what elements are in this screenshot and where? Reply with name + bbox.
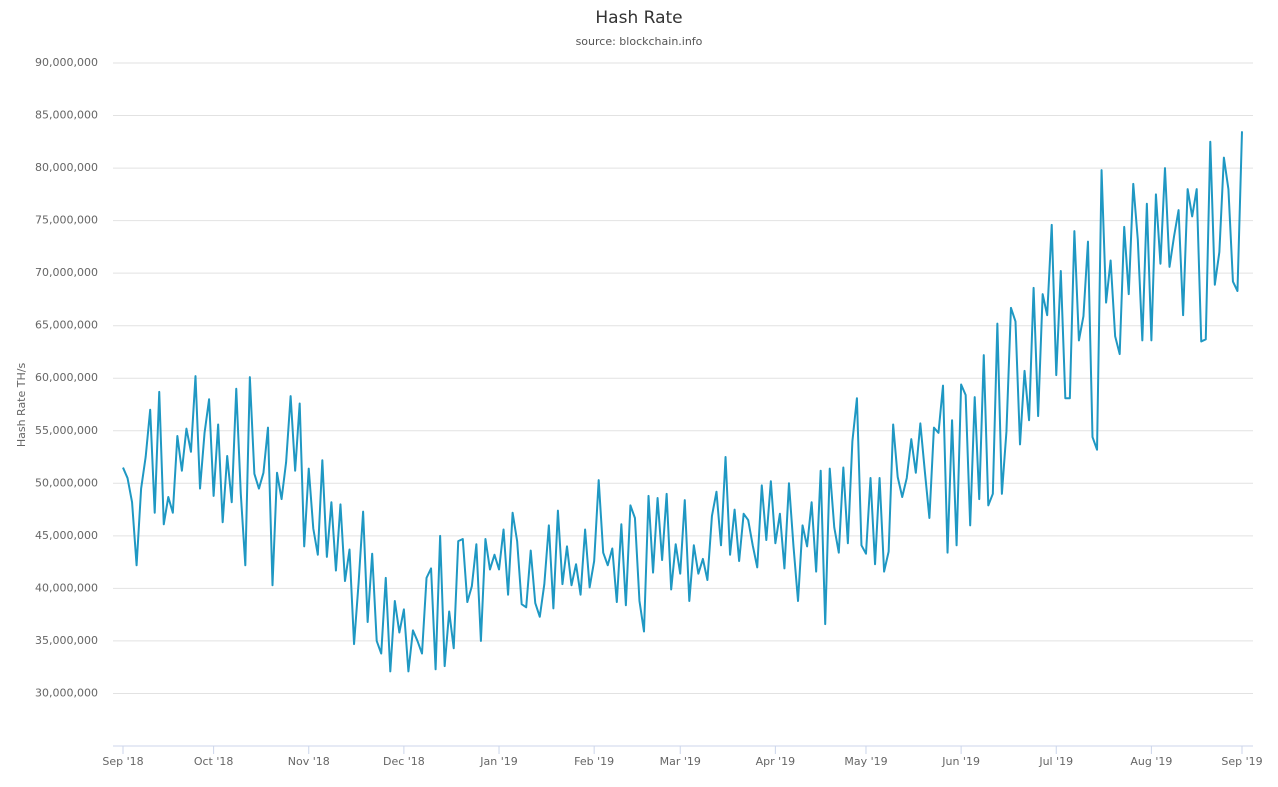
y-tick-label: 70,000,000 [35,266,98,279]
data-line [122,131,1243,673]
x-tick-label: Jan '19 [479,755,517,768]
y-tick-label: 45,000,000 [35,529,98,542]
y-tick-label: 60,000,000 [35,371,98,384]
y-tick-label: 55,000,000 [35,424,98,437]
x-tick-label: Dec '18 [383,755,425,768]
y-tick-label: 50,000,000 [35,476,98,489]
x-tick-label: Feb '19 [574,755,614,768]
y-tick-label: 65,000,000 [35,319,98,332]
y-tick-label: 35,000,000 [35,634,98,647]
y-tick-label: 40,000,000 [35,581,98,594]
y-tick-label: 80,000,000 [35,161,98,174]
x-tick-label: Sep '19 [1221,755,1262,768]
x-tick-label: May '19 [844,755,887,768]
x-tick-label: Mar '19 [660,755,701,768]
x-tick-label: Apr '19 [756,755,796,768]
x-tick-label: Jun '19 [941,755,980,768]
x-tick-label: Sep '18 [102,755,143,768]
chart-title: Hash Rate [595,8,682,28]
y-tick-label: 90,000,000 [35,56,98,69]
x-tick-label: Jul '19 [1038,755,1073,768]
y-tick-label: 75,000,000 [35,214,98,227]
y-tick-label: 85,000,000 [35,109,98,122]
x-tick-label: Aug '19 [1130,755,1172,768]
y-tick-label: 30,000,000 [35,686,98,699]
y-axis-label: Hash Rate TH/s [15,363,28,448]
x-tick-label: Oct '18 [194,755,234,768]
x-tick-label: Nov '18 [288,755,330,768]
chart-subtitle: source: blockchain.info [576,35,703,48]
